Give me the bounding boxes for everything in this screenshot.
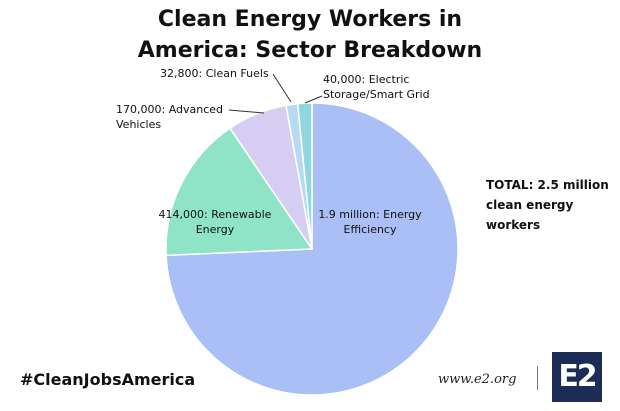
annotation: TOTAL: 2.5 million clean energy workers bbox=[486, 178, 609, 232]
url[interactable]: www.e2.org bbox=[438, 372, 517, 387]
category-label: Electric Storage/Smart Grid bbox=[323, 73, 430, 101]
leader-line bbox=[228, 109, 265, 114]
slice-label: 414,000: Renewable Energy bbox=[150, 207, 280, 237]
logo: E2 bbox=[552, 352, 602, 402]
leader-line bbox=[304, 95, 323, 104]
slice-label: 1.9 million: Energy Efficiency bbox=[300, 207, 440, 237]
value-label: 170,000: bbox=[116, 103, 166, 116]
pie-slice bbox=[296, 102, 313, 250]
slice-label: 40,000: Electric Storage/Smart Grid bbox=[323, 72, 433, 102]
slice-label: 32,800: Clean Fuels bbox=[160, 66, 290, 81]
category-label: Renewable Energy bbox=[195, 208, 272, 236]
category-label: Clean Fuels bbox=[205, 67, 269, 80]
value-label: 32,800: bbox=[160, 67, 203, 80]
pie-slice bbox=[165, 127, 314, 257]
slice-label: 170,000: Advanced Vehicles bbox=[116, 102, 241, 132]
category-label: Energy Efficiency bbox=[343, 208, 422, 236]
category-label: Advanced Vehicles bbox=[116, 103, 224, 131]
chart-title: Clean Energy Workers in America: Sector … bbox=[137, 7, 483, 63]
value-label: 40,000: bbox=[323, 73, 366, 86]
hashtag: #CleanJobsAmerica bbox=[20, 370, 196, 389]
divider bbox=[537, 366, 538, 390]
value-label: 414,000: bbox=[158, 208, 208, 221]
value-label: 1.9 million: bbox=[318, 208, 380, 221]
leader-line bbox=[272, 73, 292, 103]
